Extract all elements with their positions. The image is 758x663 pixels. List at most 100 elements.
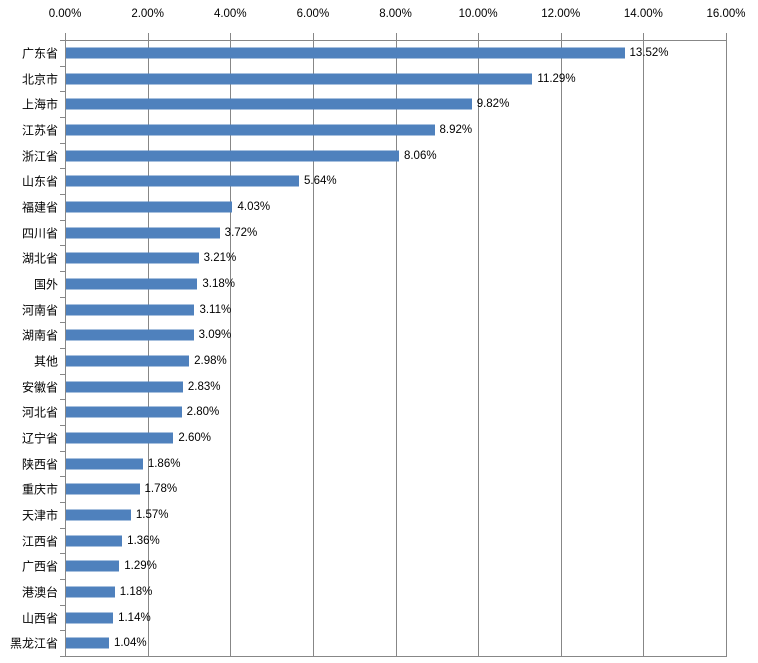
bar bbox=[66, 637, 109, 649]
x-axis-tick-mark bbox=[147, 33, 149, 40]
category-label: 山东省 bbox=[21, 174, 58, 189]
category-label: 湖北省 bbox=[21, 251, 58, 266]
x-axis-line bbox=[65, 40, 727, 41]
y-axis-tick-mark bbox=[60, 502, 65, 503]
x-axis-tick-label: 8.00% bbox=[379, 8, 412, 20]
x-axis-tick-mark bbox=[726, 33, 727, 40]
y-axis-tick-mark bbox=[60, 656, 65, 657]
value-label: 1.29% bbox=[124, 560, 157, 573]
x-axis-tick-label: 6.00% bbox=[296, 8, 330, 20]
value-label: 2.80% bbox=[186, 406, 220, 419]
y-axis-tick-mark bbox=[60, 579, 65, 580]
value-label: 2.98% bbox=[194, 354, 227, 367]
category-label: 港澳台 bbox=[21, 585, 58, 600]
bar bbox=[66, 73, 533, 84]
y-axis-tick-mark bbox=[60, 604, 65, 606]
value-label: 5.64% bbox=[304, 175, 337, 188]
y-axis-tick-mark bbox=[60, 476, 65, 478]
value-label: 1.86% bbox=[147, 457, 181, 470]
value-label: 3.21% bbox=[203, 252, 237, 265]
bar bbox=[66, 535, 123, 546]
y-axis-tick-mark bbox=[60, 373, 65, 375]
category-label: 北京市 bbox=[21, 72, 58, 86]
category-label: 河北省 bbox=[21, 405, 58, 420]
category-label: 湖南省 bbox=[21, 328, 58, 343]
value-label: 11.29% bbox=[537, 72, 576, 85]
bar bbox=[66, 355, 190, 367]
value-label: 1.78% bbox=[144, 483, 178, 496]
gridline bbox=[478, 40, 480, 656]
y-axis-tick-mark bbox=[60, 91, 65, 93]
value-label: 8.92% bbox=[439, 123, 473, 136]
y-axis-tick-mark bbox=[60, 65, 65, 67]
gridline bbox=[230, 40, 232, 656]
value-label: 2.83% bbox=[187, 380, 221, 393]
bar bbox=[66, 227, 220, 238]
bar bbox=[66, 586, 115, 598]
gridline bbox=[643, 40, 645, 656]
value-label: 1.57% bbox=[135, 508, 169, 521]
category-label: 其他 bbox=[33, 354, 58, 369]
category-label: 上海市 bbox=[21, 97, 58, 112]
bar bbox=[66, 560, 120, 572]
y-axis-tick-mark bbox=[60, 142, 65, 144]
value-label: 3.72% bbox=[224, 226, 258, 239]
category-label: 江西省 bbox=[21, 534, 58, 548]
plot-bottom-border bbox=[65, 656, 727, 657]
category-label: 广西省 bbox=[21, 559, 58, 574]
x-axis-tick-label: 16.00% bbox=[706, 8, 746, 20]
x-axis-tick-mark bbox=[65, 33, 66, 40]
category-label: 山西省 bbox=[21, 611, 58, 625]
bar bbox=[66, 201, 233, 213]
value-label: 4.03% bbox=[237, 200, 271, 213]
x-axis-tick-label: 2.00% bbox=[131, 8, 164, 20]
gridline bbox=[560, 40, 562, 656]
x-axis-tick-label: 4.00% bbox=[213, 8, 247, 20]
bar bbox=[66, 175, 299, 187]
bar bbox=[66, 252, 199, 264]
bar bbox=[66, 612, 114, 623]
bar bbox=[66, 509, 131, 521]
y-axis-tick-mark bbox=[60, 296, 65, 298]
gridline bbox=[395, 40, 397, 656]
y-axis-tick-mark bbox=[60, 348, 65, 349]
category-label: 安徽省 bbox=[21, 380, 58, 394]
value-label: 3.18% bbox=[202, 277, 235, 290]
bar bbox=[66, 47, 625, 59]
value-label: 1.04% bbox=[113, 637, 147, 650]
value-label: 1.14% bbox=[118, 611, 151, 624]
bar bbox=[66, 98, 472, 110]
y-axis-tick-mark bbox=[60, 450, 65, 452]
bar bbox=[66, 432, 174, 444]
x-axis-tick-mark bbox=[560, 33, 562, 40]
y-axis-tick-mark bbox=[60, 527, 65, 529]
value-label: 3.09% bbox=[198, 329, 232, 342]
x-axis-tick-mark bbox=[478, 33, 480, 40]
category-label: 江苏省 bbox=[21, 123, 58, 138]
category-label: 河南省 bbox=[21, 303, 58, 317]
x-axis-tick-label: 14.00% bbox=[623, 8, 663, 20]
gridline bbox=[312, 40, 314, 656]
value-label: 1.18% bbox=[119, 585, 153, 598]
y-axis-tick-mark bbox=[60, 117, 65, 118]
value-label: 13.52% bbox=[629, 46, 669, 59]
category-label: 黑龙江省 bbox=[9, 636, 58, 651]
category-label: 辽宁省 bbox=[21, 431, 58, 446]
bar bbox=[66, 329, 194, 341]
category-label: 天津市 bbox=[21, 508, 58, 523]
bar bbox=[66, 406, 182, 418]
gridline bbox=[147, 40, 149, 656]
category-label: 福建省 bbox=[21, 200, 58, 215]
gridline bbox=[726, 40, 727, 656]
x-axis-tick-label: 0.00% bbox=[48, 8, 82, 20]
value-label: 1.36% bbox=[127, 534, 160, 547]
bar bbox=[66, 278, 198, 290]
value-label: 3.11% bbox=[199, 303, 232, 316]
y-axis-tick-mark bbox=[60, 425, 65, 426]
x-axis-tick-mark bbox=[395, 33, 397, 40]
y-axis-tick-mark bbox=[60, 322, 65, 324]
x-axis-tick-label: 12.00% bbox=[541, 8, 581, 20]
value-label: 9.82% bbox=[476, 98, 510, 111]
x-axis-tick-mark bbox=[230, 33, 232, 40]
